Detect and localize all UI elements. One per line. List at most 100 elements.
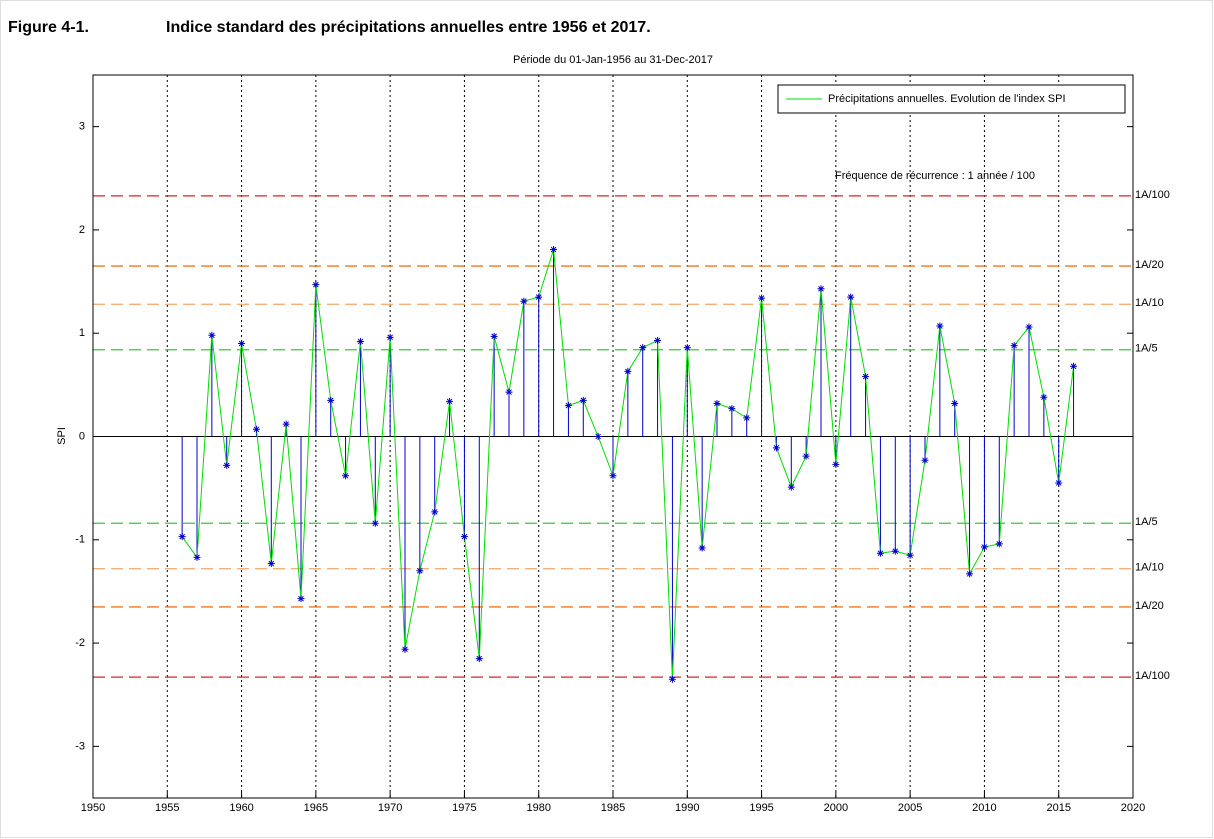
marker	[564, 402, 572, 410]
marker	[342, 472, 350, 480]
x-tick-label: 1960	[229, 802, 253, 814]
marker	[401, 645, 409, 653]
marker	[921, 456, 929, 464]
marker	[876, 549, 884, 557]
marker	[951, 399, 959, 407]
marker	[832, 460, 840, 468]
marker	[995, 540, 1003, 548]
y-tick-label: 1	[79, 327, 85, 339]
marker	[223, 461, 231, 469]
chart-subtitle: Période du 01-Jan-1956 au 31-Dec-2017	[513, 54, 713, 66]
threshold-label: 1A/10	[1135, 297, 1164, 309]
marker	[1070, 362, 1078, 370]
marker	[594, 433, 602, 440]
marker	[1025, 323, 1033, 331]
marker	[728, 405, 736, 413]
threshold-label: 1A/20	[1135, 600, 1164, 612]
y-tick-label: 2	[79, 224, 85, 236]
marker	[238, 340, 246, 348]
marker	[654, 336, 662, 344]
marker	[505, 388, 513, 396]
threshold-label: 1A/5	[1135, 516, 1158, 528]
y-tick-label: 0	[79, 430, 85, 442]
annotation: Fréquence de récurrence : 1 année / 100	[835, 170, 1035, 182]
x-tick-label: 2020	[1121, 802, 1145, 814]
threshold-label: 1A/100	[1135, 670, 1170, 682]
marker	[683, 344, 691, 352]
marker	[1055, 479, 1063, 487]
marker	[193, 553, 201, 561]
marker	[743, 414, 751, 422]
marker	[550, 246, 558, 254]
marker	[639, 344, 647, 352]
marker	[416, 567, 424, 575]
marker	[282, 420, 290, 428]
x-tick-label: 1980	[526, 802, 550, 814]
marker	[312, 281, 320, 289]
x-tick-label: 2015	[1046, 802, 1070, 814]
y-axis-label: SPI	[56, 427, 68, 445]
marker	[1040, 393, 1048, 401]
legend-label: Précipitations annuelles. Evolution de l…	[828, 93, 1066, 105]
marker	[980, 543, 988, 551]
marker	[208, 331, 216, 339]
marker	[817, 285, 825, 293]
marker	[787, 483, 795, 491]
marker	[579, 396, 587, 404]
x-tick-label: 2000	[824, 802, 848, 814]
x-tick-label: 2005	[898, 802, 922, 814]
marker	[847, 293, 855, 301]
marker	[460, 533, 468, 541]
marker	[252, 425, 260, 433]
x-tick-label: 1970	[378, 802, 402, 814]
threshold-label: 1A/100	[1135, 189, 1170, 201]
threshold-label: 1A/10	[1135, 562, 1164, 574]
x-tick-label: 1950	[81, 802, 105, 814]
marker	[178, 533, 186, 541]
marker	[386, 333, 394, 341]
threshold-label: 1A/5	[1135, 343, 1158, 355]
marker	[327, 396, 335, 404]
x-tick-label: 1955	[155, 802, 179, 814]
chart-title: Indice standard des précipitations annue…	[166, 19, 651, 36]
marker	[906, 551, 914, 559]
marker	[490, 332, 498, 340]
marker	[535, 293, 543, 301]
marker	[520, 297, 528, 305]
marker	[624, 367, 632, 375]
x-tick-label: 1985	[601, 802, 625, 814]
y-tick-label: -1	[75, 534, 85, 546]
marker	[668, 675, 676, 683]
figure-label: Figure 4-1.	[8, 19, 89, 36]
y-tick-label: 3	[79, 121, 85, 133]
x-tick-label: 2010	[972, 802, 996, 814]
marker	[891, 547, 899, 555]
marker	[475, 655, 483, 663]
marker	[772, 444, 780, 452]
marker	[862, 373, 870, 381]
marker	[267, 560, 275, 568]
marker	[758, 294, 766, 302]
marker	[713, 399, 721, 407]
marker	[698, 544, 706, 552]
marker	[431, 508, 439, 516]
plot-border	[92, 74, 1134, 799]
y-tick-label: -2	[75, 637, 85, 649]
marker	[356, 337, 364, 345]
marker	[297, 595, 305, 603]
x-tick-label: 1965	[304, 802, 328, 814]
legend-box	[777, 84, 1126, 114]
marker	[966, 570, 974, 578]
marker	[609, 472, 617, 480]
marker	[936, 322, 944, 330]
marker	[371, 519, 379, 527]
y-tick-label: -3	[75, 740, 85, 752]
marker	[1010, 342, 1018, 350]
x-tick-label: 1995	[749, 802, 773, 814]
marker	[802, 452, 810, 460]
x-tick-label: 1990	[675, 802, 699, 814]
x-tick-label: 1975	[452, 802, 476, 814]
threshold-label: 1A/20	[1135, 259, 1164, 271]
marker	[446, 397, 454, 405]
